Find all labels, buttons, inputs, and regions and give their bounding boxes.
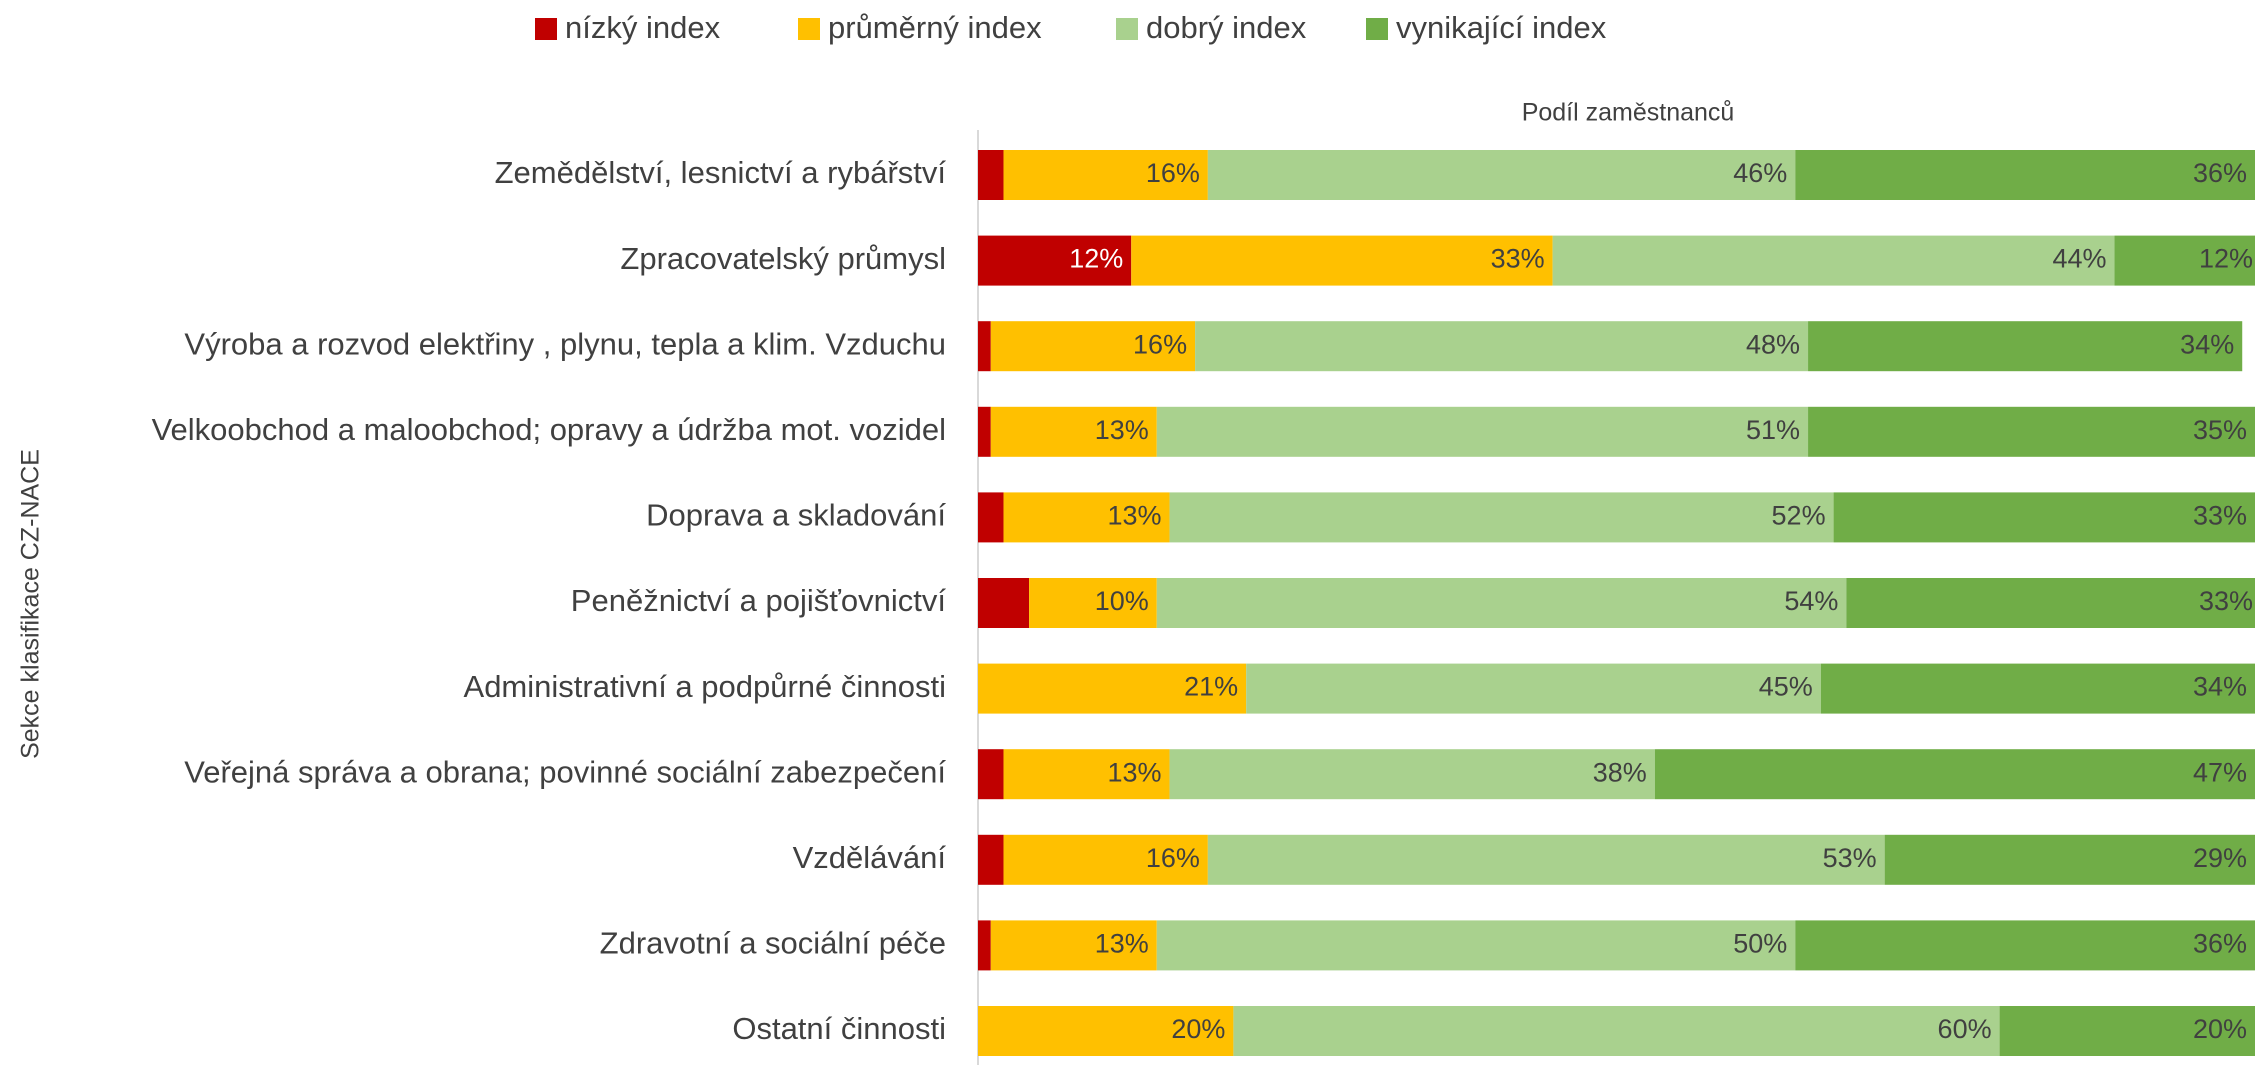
bar-segment (1999, 1006, 2255, 1056)
legend-label: průměrný index (828, 10, 1042, 45)
bar-segment (978, 235, 1132, 286)
legend-swatch (1116, 18, 1138, 40)
bar-segment (1846, 578, 2255, 628)
bar-segment (1156, 578, 1847, 628)
bar-segment (1246, 663, 1821, 714)
data-label: 34% (2193, 672, 2247, 702)
bar-segment (1131, 235, 1553, 286)
bar-segment (2114, 235, 2255, 286)
data-label: 36% (2193, 929, 2247, 959)
y-tick-label: Ostatní činnosti (732, 1011, 946, 1046)
data-label: 35% (2193, 415, 2247, 445)
data-label: 33% (2199, 586, 2253, 616)
data-label: 45% (1759, 672, 1813, 702)
data-label: 38% (1593, 757, 1647, 787)
data-label: 33% (1491, 244, 1545, 274)
x-axis-title: Podíl zaměstnanců (1522, 99, 1735, 127)
y-tick-label: Zemědělství, lesnictví a rybářství (495, 155, 947, 190)
data-label: 47% (2193, 757, 2247, 787)
data-label: 12% (2199, 244, 2253, 274)
bar-segment (1207, 150, 1796, 200)
bar-segment (990, 321, 1196, 372)
data-label: 16% (1133, 329, 1187, 359)
data-label: 21% (1184, 672, 1238, 702)
bar-segment (978, 749, 1004, 800)
data-label: 29% (2193, 843, 2247, 873)
y-axis-title: Sekce klasifikace CZ-NACE (17, 449, 45, 759)
data-label: 13% (1108, 501, 1162, 531)
bar-segment (978, 492, 1004, 543)
data-label: 52% (1772, 501, 1826, 531)
data-label: 60% (1938, 1014, 1992, 1044)
data-label: 20% (1171, 1014, 1225, 1044)
data-label: 34% (2180, 329, 2234, 359)
bar-segment (1029, 578, 1157, 628)
data-label: 16% (1146, 843, 1200, 873)
y-tick-label: Veřejná správa a obrana; povinné sociáln… (184, 754, 946, 789)
legend-swatch (535, 18, 557, 40)
bar-segment (1169, 492, 1834, 543)
bar-segment (990, 406, 1157, 457)
bar-segment (1795, 920, 2255, 971)
legend-label: nízký index (565, 10, 721, 45)
bar-segment (1233, 1006, 2000, 1056)
data-label: 51% (1746, 415, 1800, 445)
y-tick-label: Administrativní a podpůrné činnosti (464, 669, 946, 704)
bar-segment (1156, 920, 1796, 971)
bar-segment (1156, 406, 1809, 457)
bar-segment (978, 1006, 1234, 1056)
bar-segment (1003, 492, 1170, 543)
bar-segment (978, 150, 1004, 200)
data-label: 48% (1746, 329, 1800, 359)
bar-segment (1820, 663, 2255, 714)
bar-segment (978, 578, 1030, 628)
bar-segment (1654, 749, 2255, 800)
data-label: 33% (2193, 501, 2247, 531)
bar-segment (1884, 834, 2255, 885)
bar-segment (978, 321, 991, 372)
data-label: 13% (1095, 929, 1149, 959)
legend-label: vynikající index (1396, 10, 1607, 45)
data-label: 13% (1108, 757, 1162, 787)
legend-swatch (798, 18, 820, 40)
data-label: 20% (2193, 1014, 2247, 1044)
bar-segment (1195, 321, 1809, 372)
y-tick-label: Doprava a skladování (646, 498, 946, 533)
y-tick-label: Peněžnictví a pojišťovnictví (571, 583, 947, 618)
data-label: 44% (2052, 244, 2106, 274)
bar-segment (1003, 749, 1170, 800)
data-label: 53% (1823, 843, 1877, 873)
bar-segment (1808, 406, 2255, 457)
bar-segment (1169, 749, 1655, 800)
legend-label: dobrý index (1146, 10, 1307, 45)
bar-segment (978, 406, 991, 457)
legend-swatch (1366, 18, 1388, 40)
data-label: 50% (1733, 929, 1787, 959)
data-label: 12% (1069, 244, 1123, 274)
bar-segment (978, 663, 1247, 714)
data-label: 46% (1733, 158, 1787, 188)
bar-segment (990, 920, 1157, 971)
bar-segment (1833, 492, 2255, 543)
data-label: 54% (1784, 586, 1838, 616)
bar-segment (1207, 834, 1885, 885)
bar-segment (1552, 235, 2115, 286)
bar-segment (1808, 321, 2243, 372)
data-label: 13% (1095, 415, 1149, 445)
bar-segment (978, 920, 991, 971)
data-label: 16% (1146, 158, 1200, 188)
y-tick-label: Zdravotní a sociální péče (600, 926, 946, 961)
bar-segment (1795, 150, 2255, 200)
y-tick-label: Zpracovatelský průmysl (620, 241, 946, 276)
bar-segment (978, 834, 1004, 885)
bar-segment (1003, 150, 1208, 200)
y-tick-label: Vzdělávání (793, 840, 947, 875)
y-tick-label: Výroba a rozvod elektřiny , plynu, tepla… (184, 326, 946, 361)
data-label: 36% (2193, 158, 2247, 188)
data-label: 10% (1095, 586, 1149, 616)
y-tick-label: Velkoobchod a maloobchod; opravy a údržb… (152, 412, 946, 447)
bar-segment (1003, 834, 1208, 885)
